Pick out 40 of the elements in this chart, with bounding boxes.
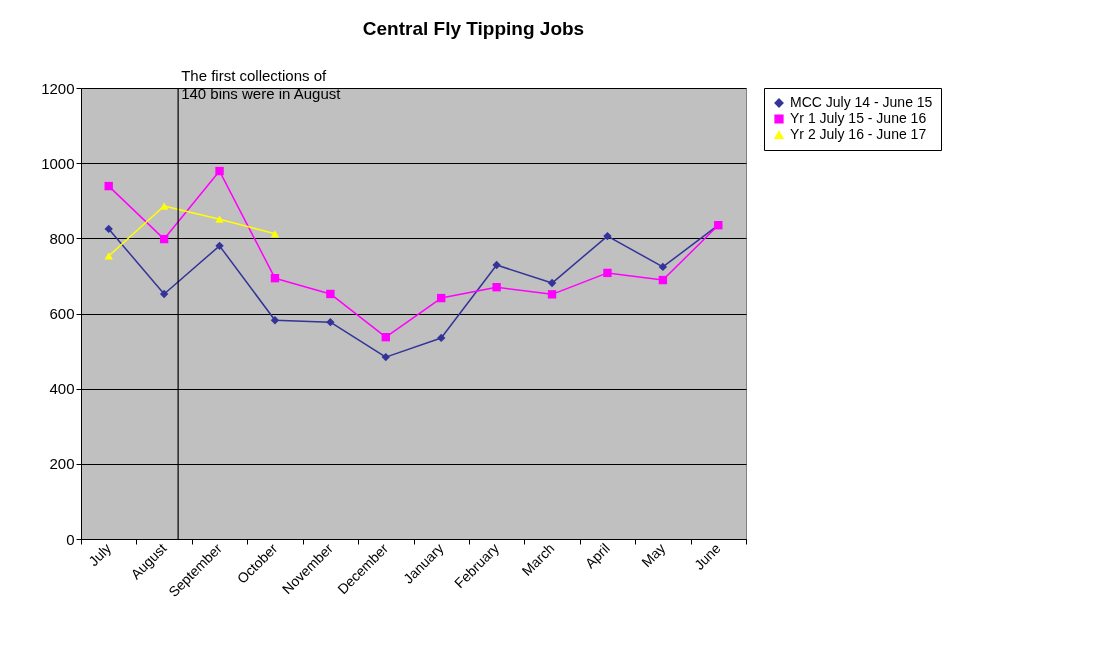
point	[492, 260, 501, 270]
y-tick-label: 1000	[41, 154, 75, 172]
y-tick-label: 1200	[41, 79, 75, 97]
point	[215, 241, 224, 251]
point	[270, 230, 280, 238]
point	[658, 275, 668, 285]
y-tick-label: 400	[49, 380, 75, 398]
point	[215, 166, 224, 176]
y-tick-label: 0	[66, 530, 75, 548]
point	[603, 268, 612, 278]
point	[547, 290, 557, 299]
point	[270, 316, 280, 325]
y-tick-label: 600	[49, 305, 75, 322]
point	[603, 231, 612, 241]
point	[159, 202, 169, 210]
point	[381, 332, 390, 342]
point	[492, 283, 501, 292]
ref-line-label: The first collections of 140 bins were in August	[181, 67, 342, 102]
point	[326, 289, 335, 299]
x-tick-label: July	[85, 540, 115, 570]
legend-label: MCC July 14 - June 15	[790, 94, 933, 110]
legend-label: Yr 1 July 15 - June 16	[790, 110, 927, 126]
point	[270, 273, 280, 283]
point	[381, 352, 390, 362]
y-tick-label: 800	[49, 229, 75, 247]
point	[437, 333, 446, 343]
point	[104, 224, 113, 234]
x-tick-label: May	[638, 540, 669, 571]
chart-title: Central Fly Tipping Jobs	[362, 18, 585, 39]
y-tick-label: 200	[49, 455, 75, 473]
point	[159, 289, 169, 299]
point	[215, 215, 224, 223]
point	[437, 293, 446, 303]
point	[159, 234, 169, 244]
point	[104, 252, 113, 260]
point	[547, 278, 557, 288]
point	[326, 317, 335, 327]
point	[104, 181, 113, 191]
point	[658, 262, 668, 272]
legend-label: Yr 2 July 16 - June 17	[790, 126, 927, 142]
